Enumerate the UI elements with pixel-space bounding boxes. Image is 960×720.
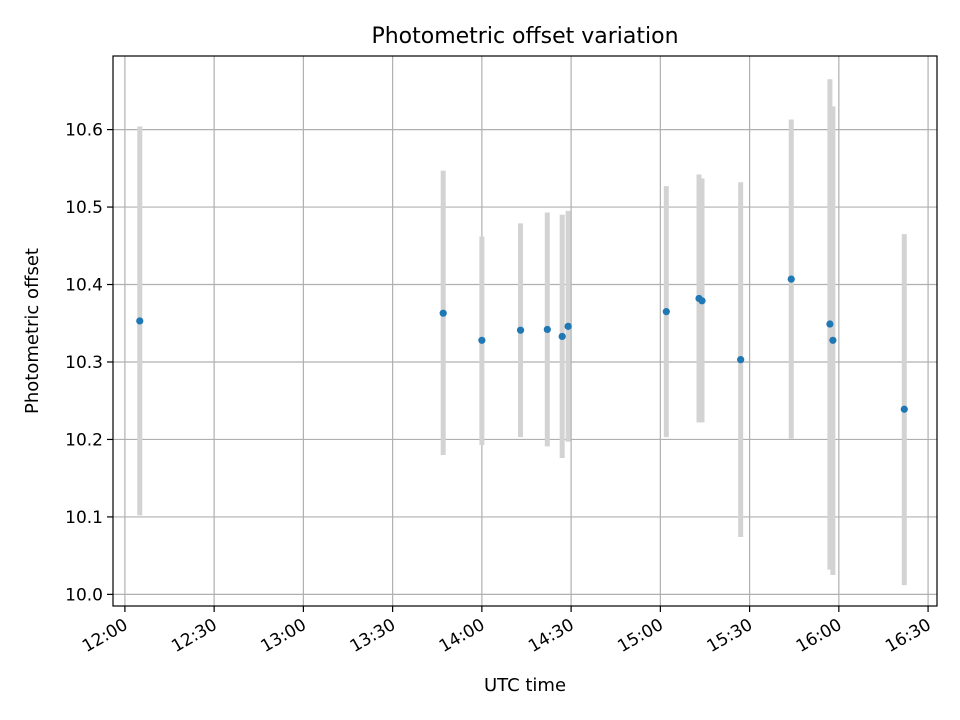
- plot-frame: [112, 55, 938, 607]
- y-tick-label-3: 10.3: [65, 353, 103, 373]
- data-point-1: [439, 309, 447, 317]
- data-point-5: [558, 332, 566, 341]
- data-point-11: [787, 275, 795, 283]
- data-point-4: [543, 325, 551, 334]
- chart-title: Photometric offset variation: [371, 24, 678, 49]
- y-tick-label-0: 10.0: [65, 585, 103, 605]
- data-point-9: [698, 297, 706, 305]
- data-points: [136, 275, 908, 413]
- y-tick-label-1: 10.1: [65, 508, 103, 528]
- data-point-6: [564, 322, 572, 330]
- data-point-14: [900, 405, 908, 413]
- data-point-13: [829, 336, 837, 344]
- y-tick-label-6: 10.6: [65, 121, 103, 141]
- y-tick-label-5: 10.5: [65, 198, 103, 218]
- y-axis: 10.0 10.1 10.2 10.3 10.4 10.5 10.6: [65, 121, 113, 605]
- data-point-0: [136, 317, 144, 325]
- data-point-7: [662, 308, 670, 316]
- grid: [113, 56, 937, 606]
- data-point-12: [826, 320, 834, 328]
- data-point-3: [516, 326, 525, 334]
- y-tick-label-4: 10.4: [65, 276, 103, 296]
- data-point-2: [478, 336, 486, 344]
- data-point-10: [737, 356, 745, 364]
- x-axis-label: UTC time: [484, 675, 566, 696]
- y-tick-label-2: 10.2: [65, 430, 103, 450]
- y-axis-label: Photometric offset: [22, 248, 43, 414]
